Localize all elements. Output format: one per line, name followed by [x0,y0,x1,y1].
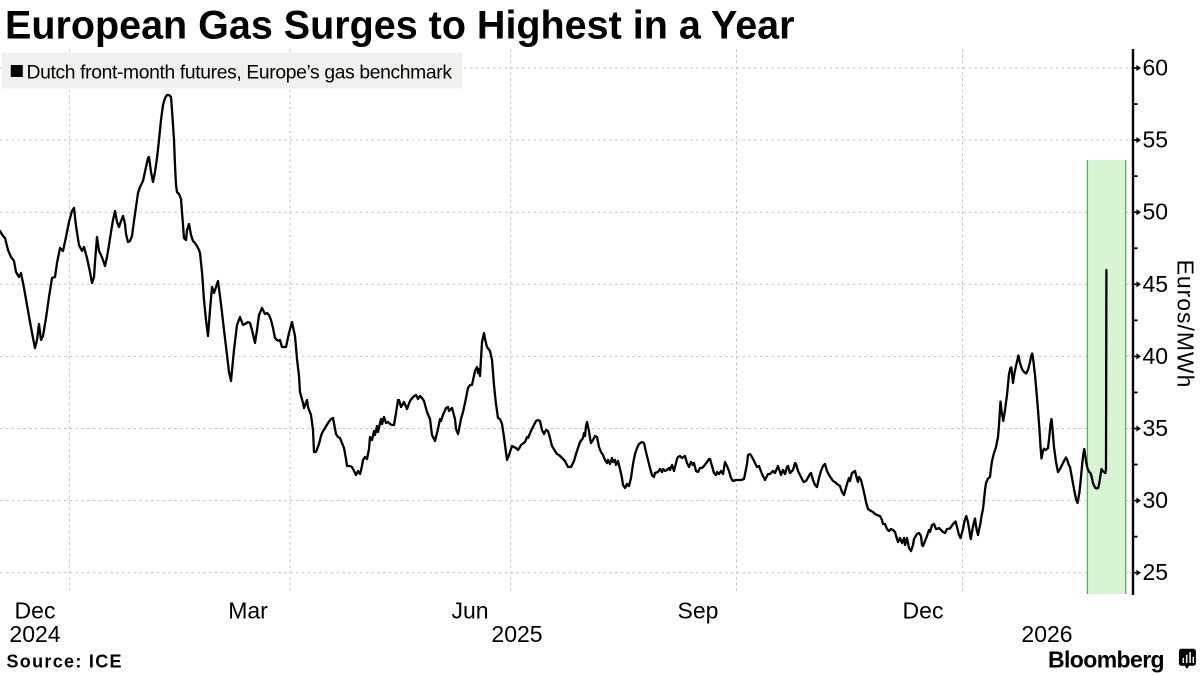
svg-text:60: 60 [1143,55,1169,81]
svg-text:Dec: Dec [15,598,56,624]
svg-text:55: 55 [1143,127,1169,153]
svg-text:40: 40 [1143,343,1169,369]
svg-text:30: 30 [1143,487,1169,513]
svg-text:35: 35 [1143,415,1169,441]
svg-text:2024: 2024 [9,621,60,647]
svg-text:25: 25 [1143,559,1169,585]
svg-text:2025: 2025 [491,621,542,647]
svg-text:45: 45 [1143,271,1169,297]
svg-text:Sep: Sep [678,598,719,624]
svg-text:Bloomberg: Bloomberg [1048,647,1164,673]
svg-text:Euros/MWh: Euros/MWh [1173,260,1199,389]
svg-text:Dec: Dec [903,598,944,624]
svg-text:Source: ICE: Source: ICE [7,652,123,672]
svg-text:Dutch front-month futures, Eur: Dutch front-month futures, Europe’s gas … [27,63,453,84]
svg-text:50: 50 [1143,199,1169,225]
svg-text:European Gas Surges to Highest: European Gas Surges to Highest in a Year [5,4,795,48]
svg-text:2026: 2026 [1021,621,1072,647]
svg-text:Jun: Jun [451,598,488,624]
svg-text:Mar: Mar [228,598,268,624]
